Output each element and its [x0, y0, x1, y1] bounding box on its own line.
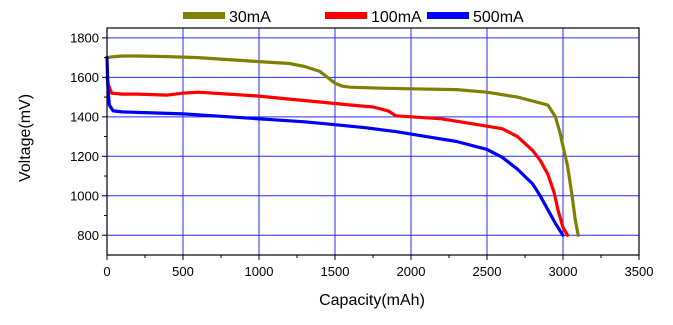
x-tick-label: 3000 — [549, 264, 578, 279]
legend-label-500ma: 500mA — [473, 9, 524, 26]
series-group — [105, 54, 580, 237]
legend: 30mA 100mA 500mA — [183, 9, 524, 26]
y-tick-label: 1200 — [70, 149, 99, 164]
legend-swatch-100ma — [325, 12, 367, 19]
x-tick-label: 2000 — [397, 264, 426, 279]
series-line-100ma — [105, 75, 570, 237]
axes: 0 500 1000 1500 2000 2500 3000 3500 800 1000 1200 1… — [70, 27, 654, 279]
plot-frame — [106, 27, 640, 256]
y-tick-label: 1800 — [70, 30, 99, 45]
series-line-500ma — [105, 55, 565, 237]
x-tick-label: 500 — [172, 264, 194, 279]
y-tick-label: 800 — [77, 228, 99, 243]
y-tick-label: 1400 — [70, 109, 99, 124]
x-tick-label: 0 — [103, 264, 110, 279]
x-axis-label: Capacity(mAh) — [319, 292, 425, 309]
y-tick-label: 1000 — [70, 188, 99, 203]
legend-label-30ma: 30mA — [229, 9, 271, 26]
series-line-30ma — [105, 54, 580, 237]
x-tick-label: 3500 — [625, 264, 654, 279]
legend-swatch-30ma — [183, 12, 225, 19]
y-axis-label: Voltage(mV) — [17, 94, 34, 182]
y-tick-label: 1600 — [70, 70, 99, 85]
x-tick-label: 1500 — [321, 264, 350, 279]
legend-swatch-500ma — [427, 12, 469, 19]
x-tick-label: 1000 — [245, 264, 274, 279]
grid — [107, 28, 639, 255]
x-tick-label: 2500 — [473, 264, 502, 279]
legend-label-100ma: 100mA — [371, 9, 422, 26]
